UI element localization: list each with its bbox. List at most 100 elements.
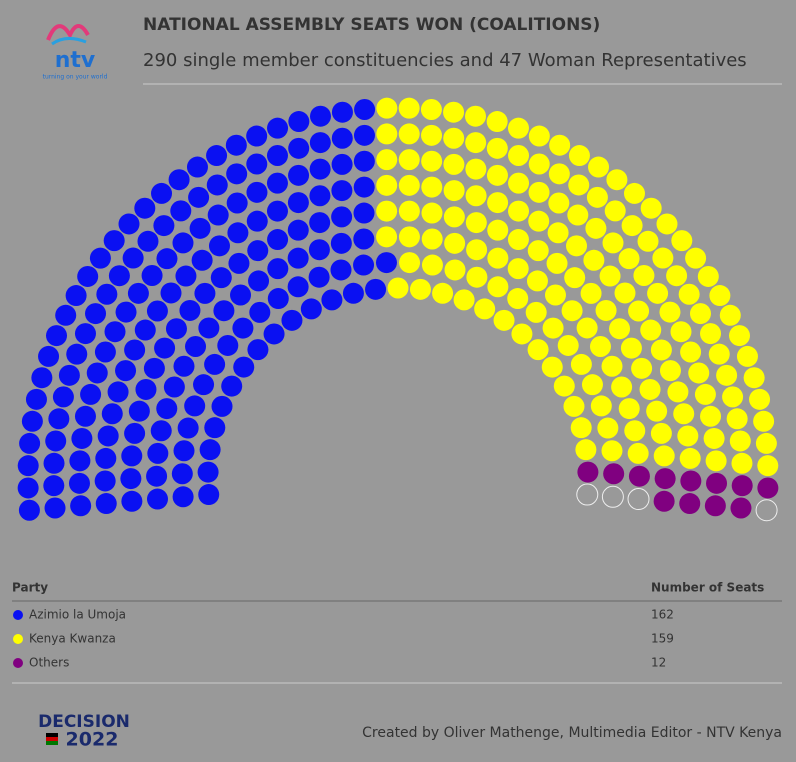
seat	[659, 301, 681, 323]
seat	[46, 325, 68, 347]
seat	[151, 182, 173, 204]
seat	[700, 405, 722, 427]
seat	[637, 230, 659, 252]
seat	[103, 230, 125, 252]
seat	[287, 192, 309, 214]
seat	[376, 174, 398, 196]
seat	[700, 323, 722, 345]
seat	[309, 105, 331, 127]
seat	[409, 278, 431, 300]
seat	[230, 284, 252, 306]
seat	[246, 210, 268, 232]
seat	[45, 430, 67, 452]
seat	[507, 258, 529, 280]
seat	[309, 132, 331, 154]
seat	[266, 172, 288, 194]
legend-label: Kenya Kwanza	[29, 632, 116, 646]
seat	[342, 282, 364, 304]
seat	[650, 339, 672, 361]
seat	[208, 235, 230, 257]
seat	[249, 301, 271, 323]
seat	[353, 202, 375, 224]
seat	[308, 266, 330, 288]
seat	[38, 345, 60, 367]
seat-count: 159	[651, 632, 674, 646]
seat	[287, 247, 309, 269]
seat	[708, 343, 730, 365]
seat	[115, 360, 137, 382]
seat	[177, 417, 199, 439]
seat	[757, 455, 779, 477]
seat	[697, 265, 719, 287]
seat	[609, 318, 631, 340]
seat	[679, 493, 701, 515]
legend-swatch	[13, 658, 23, 668]
seat	[444, 232, 466, 254]
seat	[627, 442, 649, 464]
seat	[546, 252, 568, 274]
seat	[561, 300, 583, 322]
seat	[309, 158, 331, 180]
seat	[465, 185, 487, 207]
seat	[633, 265, 655, 287]
seat	[443, 206, 465, 228]
seat	[749, 388, 771, 410]
seat	[147, 442, 169, 464]
seat	[618, 248, 640, 270]
seat	[443, 127, 465, 149]
seat	[673, 403, 695, 425]
seat	[122, 247, 144, 269]
seat	[525, 301, 547, 323]
seat	[387, 277, 409, 299]
seat	[570, 353, 592, 375]
seat	[128, 400, 150, 422]
seat	[650, 422, 672, 444]
legend-swatch	[13, 634, 23, 644]
seat	[353, 228, 375, 250]
seat	[398, 200, 420, 222]
seat	[288, 137, 310, 159]
seat	[266, 200, 288, 222]
seat	[694, 383, 716, 405]
seat	[548, 192, 570, 214]
seat	[753, 410, 775, 432]
table-header: Number of Seats	[651, 581, 764, 595]
seat	[94, 470, 116, 492]
seat	[511, 323, 533, 345]
seat	[755, 432, 777, 454]
seat	[193, 374, 215, 396]
seat-count: 162	[651, 608, 674, 622]
badge-word: DECISION	[38, 712, 130, 732]
credit: Created by Oliver Mathenge, Multimedia E…	[362, 725, 782, 741]
seat	[104, 321, 126, 343]
seat	[74, 323, 96, 345]
seat	[25, 388, 47, 410]
seat	[575, 439, 597, 461]
logo-tagline: turning on your world	[43, 74, 108, 81]
seat	[175, 265, 197, 287]
seat	[55, 304, 77, 326]
seat	[563, 395, 585, 417]
seat	[731, 452, 753, 474]
seat	[95, 493, 117, 515]
seat	[48, 408, 70, 430]
seat	[599, 265, 621, 287]
seat	[705, 450, 727, 472]
seat	[146, 488, 168, 510]
seat	[487, 219, 509, 241]
seat	[206, 145, 228, 167]
seat	[330, 232, 352, 254]
seat	[189, 217, 211, 239]
seat-count: 12	[651, 656, 666, 670]
seat	[65, 285, 87, 307]
seat	[719, 304, 741, 326]
seat	[486, 164, 508, 186]
hemicycle	[17, 97, 779, 522]
seat	[507, 229, 529, 251]
seat	[18, 499, 40, 521]
seat	[246, 153, 268, 175]
seat	[653, 445, 675, 467]
seat	[680, 341, 702, 363]
